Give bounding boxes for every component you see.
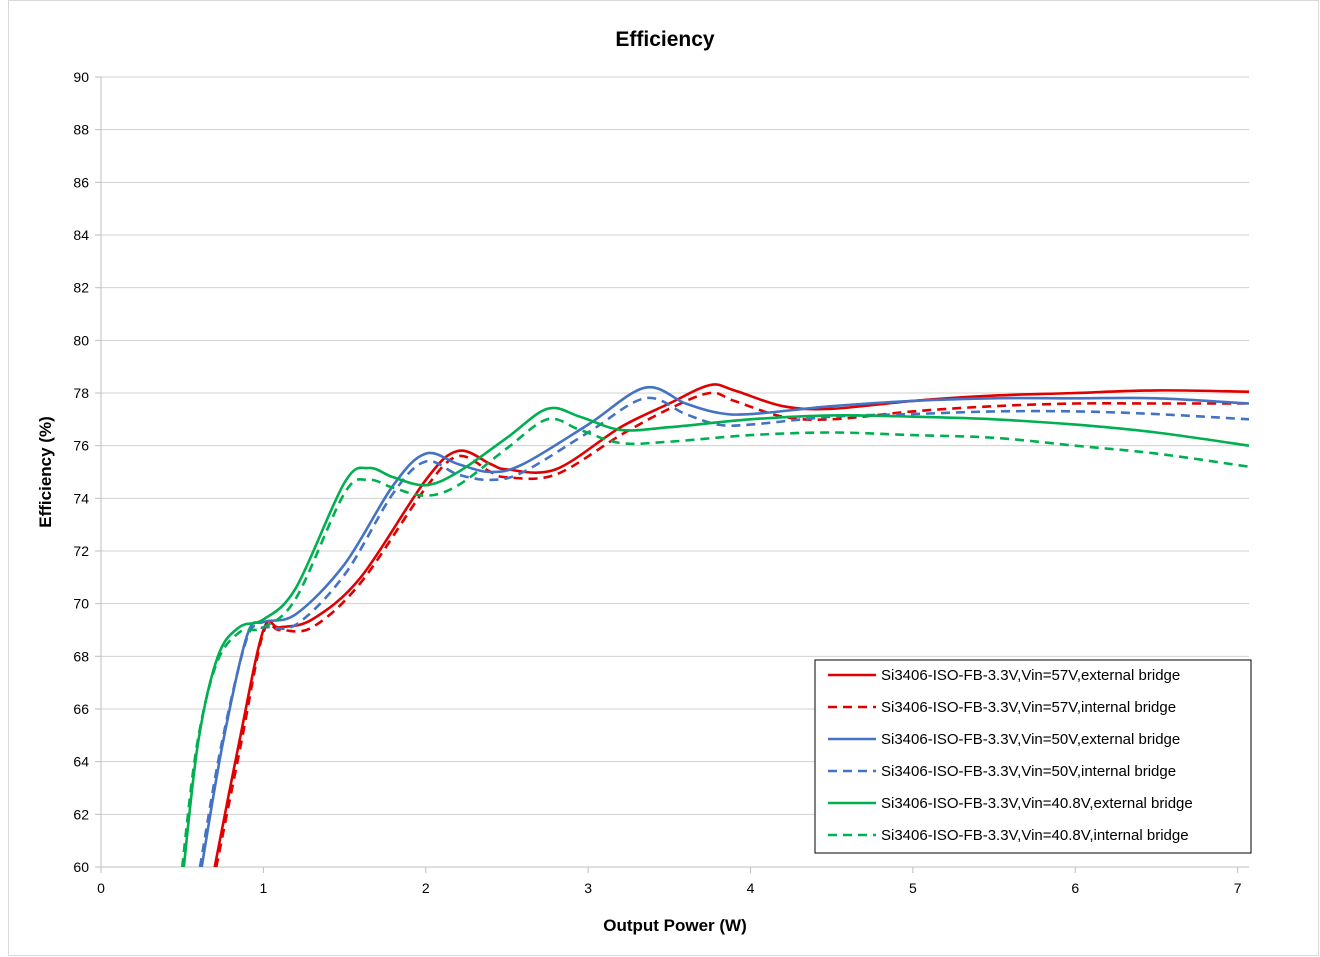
y-tick-label-80: 80 (73, 332, 89, 348)
series-lines (180, 383, 1250, 867)
legend-entry-6: Si3406-ISO-FB-3.3V,Vin=40.8V,internal br… (881, 827, 1189, 844)
legend-entry-1: Si3406-ISO-FB-3.3V,Vin=57V,external brid… (881, 667, 1180, 684)
x-axis-title: Output Power (W) (603, 916, 747, 935)
y-tick-label-68: 68 (73, 648, 89, 664)
x-tick-labels: 0 1 2 3 4 5 6 7 (97, 880, 1242, 896)
x-tick-label-3: 3 (584, 880, 592, 896)
legend-entry-3: Si3406-ISO-FB-3.3V,Vin=50V,external brid… (881, 731, 1180, 748)
legend: Si3406-ISO-FB-3.3V,Vin=57V,external brid… (814, 659, 1252, 854)
x-tick-label-5: 5 (909, 880, 917, 896)
chart-title: Efficiency (615, 28, 715, 51)
legend-entry-5: Si3406-ISO-FB-3.3V,Vin=40.8V,external br… (881, 795, 1193, 812)
x-tick-label-4: 4 (747, 880, 755, 896)
series-line-6 (180, 417, 1250, 867)
y-tick-label-86: 86 (73, 174, 89, 190)
y-tick-label-76: 76 (73, 438, 89, 454)
legend-entry-2: Si3406-ISO-FB-3.3V,Vin=57V,internal brid… (881, 699, 1176, 716)
x-tick-label-7: 7 (1234, 880, 1242, 896)
y-tick-label-82: 82 (73, 280, 89, 296)
y-tick-label-90: 90 (73, 69, 89, 85)
series-line-5 (182, 406, 1250, 867)
y-tick-label-62: 62 (73, 806, 89, 822)
chart-frame (8, 0, 1319, 956)
x-tick-label-6: 6 (1071, 880, 1079, 896)
y-tick-label-88: 88 (73, 122, 89, 138)
y-tick-label-74: 74 (73, 490, 89, 506)
y-tick-label-66: 66 (73, 701, 89, 717)
y-tick-label-64: 64 (73, 754, 89, 770)
y-tick-labels: 60 62 64 66 68 70 72 74 76 78 80 82 84 86 88 90 (73, 69, 89, 875)
x-tick-label-0: 0 (97, 880, 105, 896)
y-tick-label-60: 60 (73, 859, 89, 875)
series-line-1 (213, 383, 1250, 867)
legend-box (814, 659, 1252, 854)
legend-entry-4: Si3406-ISO-FB-3.3V,Vin=50V,internal brid… (881, 763, 1176, 780)
y-tick-label-70: 70 (73, 596, 89, 612)
y-axis-title: Efficiency (%) (36, 416, 55, 527)
y-tick-label-72: 72 (73, 543, 89, 559)
x-tick-label-2: 2 (422, 880, 430, 896)
series-line-3 (200, 385, 1250, 867)
gridlines (95, 76, 1249, 873)
y-tick-label-78: 78 (73, 385, 89, 401)
series-line-2 (215, 391, 1249, 867)
y-tick-label-84: 84 (73, 227, 89, 243)
x-tick-label-1: 1 (259, 880, 267, 896)
